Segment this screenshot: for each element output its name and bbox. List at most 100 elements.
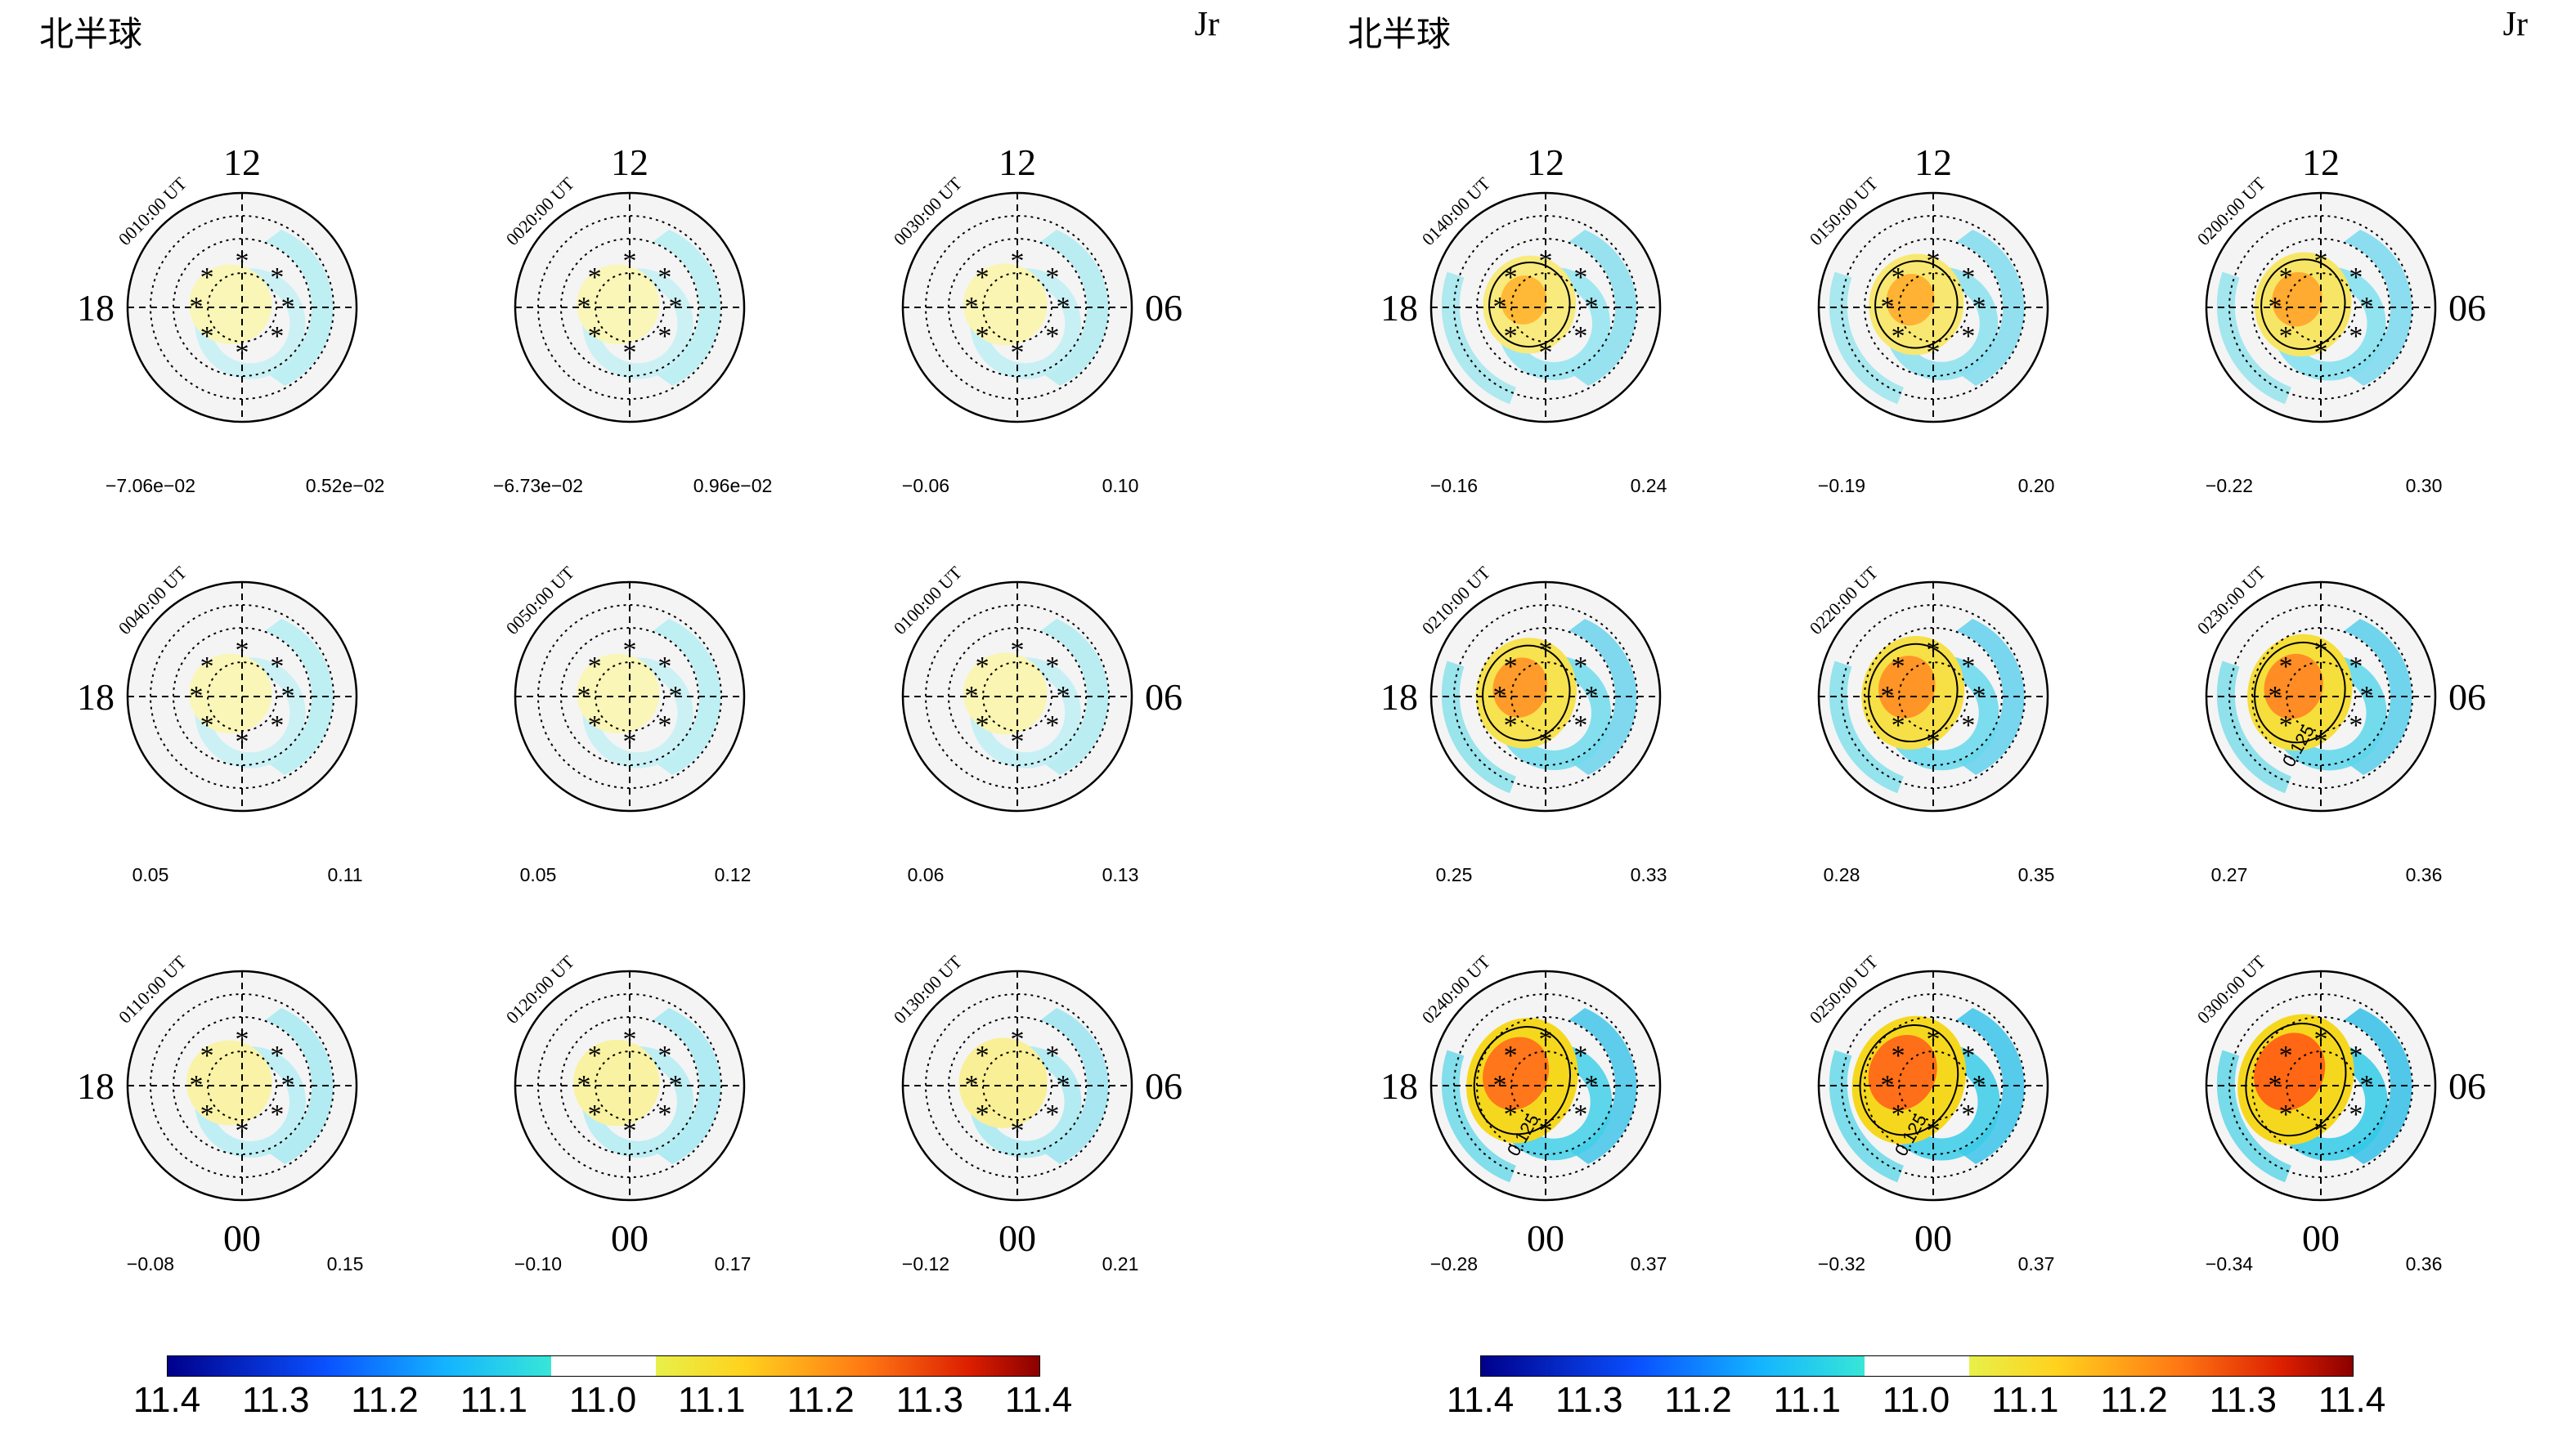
boundary-marker: * bbox=[1057, 1070, 1070, 1100]
colorbar-tick-label: 11.3 bbox=[895, 1380, 963, 1420]
panel-max-value: 0.13 bbox=[1102, 864, 1139, 885]
colorbar-tick-label: 11.4 bbox=[132, 1380, 201, 1420]
boundary-marker: * bbox=[200, 1100, 214, 1130]
mlt-label-18: 18 bbox=[77, 287, 114, 329]
panel-min-value: 0.25 bbox=[1436, 864, 1473, 885]
boundary-marker: * bbox=[2279, 652, 2293, 682]
boundary-marker: * bbox=[2314, 727, 2328, 757]
panel-min-value: −0.28 bbox=[1430, 1253, 1478, 1274]
boundary-marker: * bbox=[1573, 321, 1587, 352]
boundary-marker: * bbox=[1585, 292, 1599, 322]
boundary-marker: * bbox=[281, 292, 295, 322]
negative-current-region bbox=[1040, 1008, 1109, 1164]
boundary-marker: * bbox=[2269, 292, 2282, 322]
boundary-marker: * bbox=[236, 246, 249, 276]
mlt-label-00: 00 bbox=[1527, 1217, 1564, 1259]
mlt-label-12: 12 bbox=[1914, 141, 1952, 183]
boundary-marker: * bbox=[1539, 1024, 1553, 1055]
boundary-marker: * bbox=[1972, 1070, 1986, 1100]
contour-line bbox=[2254, 641, 2346, 744]
boundary-marker: * bbox=[1892, 710, 1905, 741]
panel-max-value: 0.30 bbox=[2406, 475, 2443, 496]
positive-current-region bbox=[577, 653, 660, 734]
boundary-marker: * bbox=[2314, 635, 2328, 665]
mlt-label-06: 06 bbox=[2448, 1065, 2486, 1107]
mlt-label-00: 00 bbox=[1914, 1217, 1952, 1259]
boundary-marker: * bbox=[2314, 1024, 2328, 1055]
boundary-marker: * bbox=[1961, 321, 1975, 352]
positive-current-core bbox=[1501, 275, 1547, 325]
boundary-marker: * bbox=[1585, 1070, 1599, 1100]
boundary-marker: * bbox=[2349, 321, 2363, 352]
boundary-marker: * bbox=[623, 246, 637, 276]
boundary-marker: * bbox=[623, 727, 637, 757]
boundary-marker: * bbox=[1927, 635, 1941, 665]
boundary-marker: * bbox=[976, 652, 990, 682]
left-panel-group: 北半球 Jr bbox=[39, 6, 1219, 54]
colorbar-tick-label: 11.2 bbox=[351, 1380, 419, 1420]
boundary-marker: * bbox=[2349, 262, 2363, 293]
contour-line bbox=[1868, 643, 1959, 743]
mlt-label-12: 12 bbox=[223, 141, 261, 183]
colorbar-tick-label: 11.0 bbox=[568, 1380, 637, 1420]
boundary-marker: * bbox=[1881, 1070, 1895, 1100]
negative-current-region bbox=[1040, 230, 1109, 386]
negative-current-arc bbox=[2216, 1050, 2292, 1183]
colorbar-tick-label: 11.4 bbox=[1446, 1380, 1515, 1420]
boundary-marker: * bbox=[588, 262, 602, 293]
panel-min-value: 0.28 bbox=[1824, 864, 1860, 885]
boundary-marker: * bbox=[577, 1070, 591, 1100]
boundary-marker: * bbox=[1011, 1024, 1025, 1055]
boundary-marker: * bbox=[1504, 1100, 1518, 1130]
colorbar-right bbox=[1480, 1355, 2354, 1377]
boundary-marker: * bbox=[1539, 338, 1553, 368]
boundary-marker: * bbox=[270, 1100, 284, 1130]
boundary-marker: * bbox=[965, 1070, 979, 1100]
negative-current-arc bbox=[1441, 1050, 1517, 1183]
positive-current-region bbox=[577, 264, 660, 345]
mlt-label-18: 18 bbox=[1380, 1065, 1418, 1107]
panel-min-value: −0.10 bbox=[514, 1253, 562, 1274]
panel-min-value: −0.32 bbox=[1818, 1253, 1865, 1274]
boundary-marker: * bbox=[1493, 292, 1507, 322]
mlt-label-00: 00 bbox=[2302, 1217, 2340, 1259]
boundary-marker: * bbox=[2349, 1041, 2363, 1071]
boundary-marker: * bbox=[1011, 727, 1025, 757]
boundary-marker: * bbox=[1045, 652, 1059, 682]
panel-max-value: 0.10 bbox=[1102, 475, 1139, 496]
negative-current-region bbox=[1568, 1008, 1637, 1164]
negative-current-region bbox=[265, 230, 334, 386]
boundary-marker: * bbox=[588, 1100, 602, 1130]
boundary-marker: * bbox=[1573, 262, 1587, 293]
mlt-label-18: 18 bbox=[1380, 287, 1418, 329]
boundary-marker: * bbox=[1972, 681, 1986, 711]
boundary-marker: * bbox=[1927, 246, 1941, 276]
negative-current-arc bbox=[1829, 271, 1905, 405]
boundary-marker: * bbox=[1972, 292, 1986, 322]
boundary-marker: * bbox=[2349, 652, 2363, 682]
panel-max-value: 0.12 bbox=[715, 864, 752, 885]
boundary-marker: * bbox=[281, 681, 295, 711]
boundary-marker: * bbox=[965, 681, 979, 711]
boundary-marker: * bbox=[577, 292, 591, 322]
boundary-marker: * bbox=[1892, 262, 1905, 293]
panel-min-value: 0.27 bbox=[2211, 864, 2248, 885]
boundary-marker: * bbox=[1011, 246, 1025, 276]
negative-current-region bbox=[2344, 230, 2412, 386]
boundary-marker: * bbox=[657, 1100, 671, 1130]
colorbar-left bbox=[167, 1355, 1040, 1377]
boundary-marker: * bbox=[965, 292, 979, 322]
boundary-marker: * bbox=[2360, 1070, 2374, 1100]
boundary-marker: * bbox=[1011, 1116, 1025, 1146]
negative-current-region bbox=[1956, 1008, 2025, 1164]
boundary-marker: * bbox=[1573, 1100, 1587, 1130]
boundary-marker: * bbox=[2279, 1041, 2293, 1071]
boundary-marker: * bbox=[1961, 1100, 1975, 1130]
boundary-marker: * bbox=[2349, 1100, 2363, 1130]
boundary-marker: * bbox=[2360, 292, 2374, 322]
